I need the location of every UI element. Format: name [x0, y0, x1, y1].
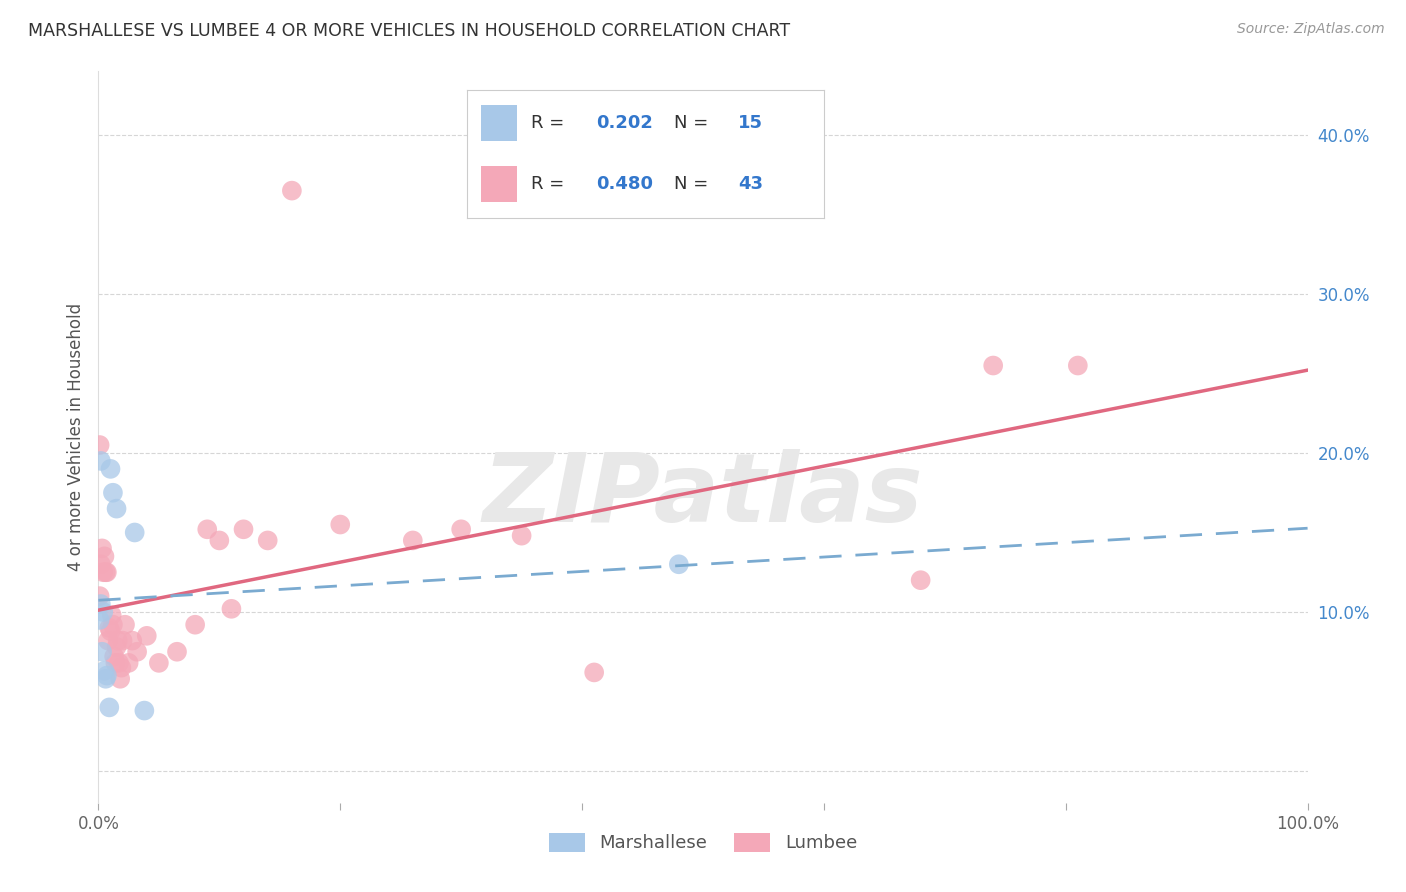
Point	[98, 621, 121, 635]
Point	[510, 529, 533, 543]
Point	[118, 656, 141, 670]
Point	[148, 656, 170, 670]
Point	[91, 645, 114, 659]
Y-axis label: 4 or more Vehicles in Household: 4 or more Vehicles in Household	[66, 303, 84, 571]
Point	[329, 517, 352, 532]
Point	[281, 184, 304, 198]
Point	[105, 640, 128, 654]
Legend: Marshallese, Lumbee: Marshallese, Lumbee	[541, 826, 865, 860]
Point	[91, 566, 114, 580]
Point	[96, 566, 118, 580]
Text: Source: ZipAtlas.com: Source: ZipAtlas.com	[1237, 22, 1385, 37]
Point	[90, 558, 112, 572]
Point	[101, 485, 124, 500]
Point	[111, 633, 134, 648]
Point	[101, 617, 124, 632]
Point	[110, 660, 132, 674]
Point	[89, 438, 111, 452]
Point	[135, 629, 157, 643]
Point	[90, 597, 112, 611]
Point	[114, 617, 136, 632]
Point	[124, 525, 146, 540]
Point	[98, 700, 121, 714]
Point	[93, 664, 115, 678]
Point	[100, 624, 122, 638]
Point	[127, 645, 149, 659]
Point	[232, 522, 254, 536]
Point	[100, 462, 122, 476]
Point	[583, 665, 606, 680]
Point	[402, 533, 425, 548]
Point	[208, 533, 231, 548]
Text: MARSHALLESE VS LUMBEE 4 OR MORE VEHICLES IN HOUSEHOLD CORRELATION CHART: MARSHALLESE VS LUMBEE 4 OR MORE VEHICLES…	[28, 22, 790, 40]
Point	[89, 613, 111, 627]
Point	[450, 522, 472, 536]
Point	[910, 573, 932, 587]
Point	[104, 656, 127, 670]
Point	[103, 649, 125, 664]
Point	[668, 558, 690, 572]
Point	[134, 704, 156, 718]
Point	[107, 633, 129, 648]
Point	[1067, 359, 1090, 373]
Point	[121, 633, 143, 648]
Point	[981, 359, 1004, 373]
Point	[184, 617, 207, 632]
Point	[108, 656, 131, 670]
Point	[195, 522, 218, 536]
Point	[256, 533, 278, 548]
Point	[89, 589, 111, 603]
Point	[93, 549, 115, 564]
Point	[108, 672, 131, 686]
Point	[97, 633, 120, 648]
Point	[105, 501, 128, 516]
Point	[221, 602, 243, 616]
Point	[166, 645, 188, 659]
Text: ZIPatlas: ZIPatlas	[482, 449, 924, 542]
Point	[91, 541, 114, 556]
Point	[94, 566, 117, 580]
Point	[90, 454, 112, 468]
Point	[96, 668, 118, 682]
Point	[94, 672, 117, 686]
Point	[100, 608, 122, 623]
Point	[91, 605, 114, 619]
